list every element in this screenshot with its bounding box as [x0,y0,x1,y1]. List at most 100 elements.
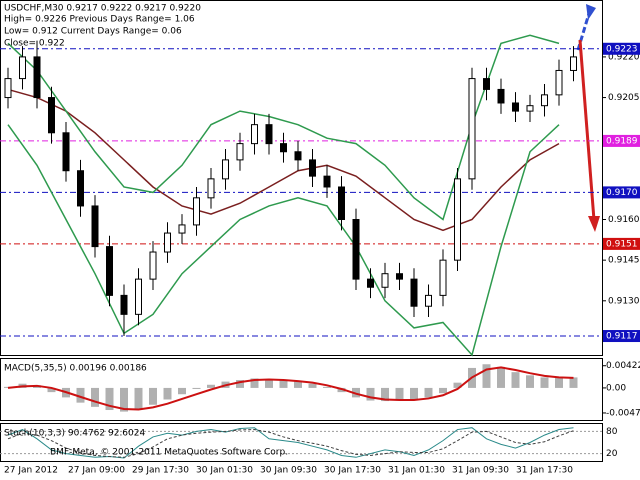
y-tick-label: 0.00422 [606,361,640,371]
x-tick-label: 31 Jan 09:30 [452,466,509,476]
macd-bar [120,387,128,412]
candle-body [62,132,70,172]
frames [0,0,603,462]
candle-body [91,205,99,248]
macd-bar [366,387,375,401]
candle-body [439,259,447,296]
header-line: High= 0.9226 Previous Days Range= 1.06 [4,15,195,25]
x-tick-label: 27 Jan 2012 [4,466,58,476]
macd-bar [236,380,244,388]
indicator-line [7,34,560,221]
candle-body [251,124,258,145]
candle-body [309,159,316,177]
level-label: 0.9223 [606,44,638,54]
macd-bar [178,387,186,395]
macd-bar [482,364,491,388]
macd-bar [439,387,447,394]
level-box [603,42,640,55]
candle-body [164,232,171,253]
macd-frame [0,358,603,421]
macd-bar [192,387,201,389]
macd-bar [323,386,331,388]
candle-body [425,294,432,307]
candle-body [149,251,157,280]
macd-bar [453,382,462,388]
candle-body [352,219,360,280]
macd-bar [134,387,143,409]
y-tick-label: 0.9145 [608,256,640,266]
candle-body [236,143,244,161]
x-tick-label: 29 Jan 17:30 [132,466,189,476]
stoch-title: Stoch(10,3,3) 90.4762 92.6024 [4,429,145,439]
macd-bar [149,387,157,405]
y-tick-label: 80 [606,427,618,437]
macd-bar [511,372,520,388]
y-tick-label: 0.9130 [608,296,640,306]
candle-body [526,105,534,112]
candle-body [178,224,186,234]
level-box [603,134,640,147]
x-tick-label: 31 Jan 17:30 [516,466,573,476]
candle-body [367,278,374,288]
candle-body [323,175,331,188]
y-tick-label: -0.00476 [606,408,640,418]
candle-body [265,124,273,145]
candle-body [396,273,403,280]
arrow-head [588,216,600,232]
level-box [603,186,640,199]
macd-bar [526,375,534,388]
macd-bar [569,377,578,388]
y-tick-label: 20 [606,449,618,459]
candle-body [454,178,461,261]
macd-bar [308,383,317,388]
y-tick-label: 0.9220 [608,52,640,62]
candle-body [77,170,84,207]
y-tick-label: 0.9160 [608,215,640,225]
arrow-head [586,4,596,20]
arrow [576,9,592,51]
macd-bar [105,387,114,411]
macd-bar [424,387,433,398]
x-tick-label: 27 Jan 09:00 [68,466,125,476]
macd-bar [76,387,85,403]
candle-body [381,273,389,288]
candle-body [222,159,229,180]
macd-bar [91,387,99,407]
candle-body [48,97,55,134]
arrows [576,4,600,232]
macd-bar [497,366,505,388]
candle-body [4,78,12,99]
header-line: Low= 0.912 Current Days Range= 0.06 [4,27,182,37]
candle-body [106,246,113,296]
arrow [578,39,596,221]
candle-body [120,294,128,315]
header: USDCHF,M30 0.9217 0.9222 0.9217 0.9220 H… [4,4,201,49]
macd-bar [410,387,418,400]
candle-body [410,278,418,307]
level-box [603,330,640,343]
candle-body [135,278,142,315]
macd-bar [555,377,563,388]
candle-body [280,143,287,153]
x-tick-label: 31 Jan 01:30 [388,466,445,476]
level-label: 0.9170 [606,188,638,198]
candle-body [294,151,302,161]
candle-body [541,94,548,107]
level-box [603,237,640,250]
macd-signal [7,366,574,411]
candle-body [497,88,505,104]
stoch-frame [0,423,603,462]
candle-body [338,186,345,221]
candle-body [468,78,476,180]
main-frame [0,0,603,356]
indicator-line [7,124,560,357]
level-label: 0.9189 [606,136,638,146]
candle-body [193,197,200,226]
macd-bar [294,381,302,388]
indicator-line [7,88,560,232]
level-label: 0.9117 [606,332,638,342]
y-tick-label: 0.00 [606,383,626,393]
level-label: 0.9151 [606,239,638,249]
macd-bar [163,387,172,400]
